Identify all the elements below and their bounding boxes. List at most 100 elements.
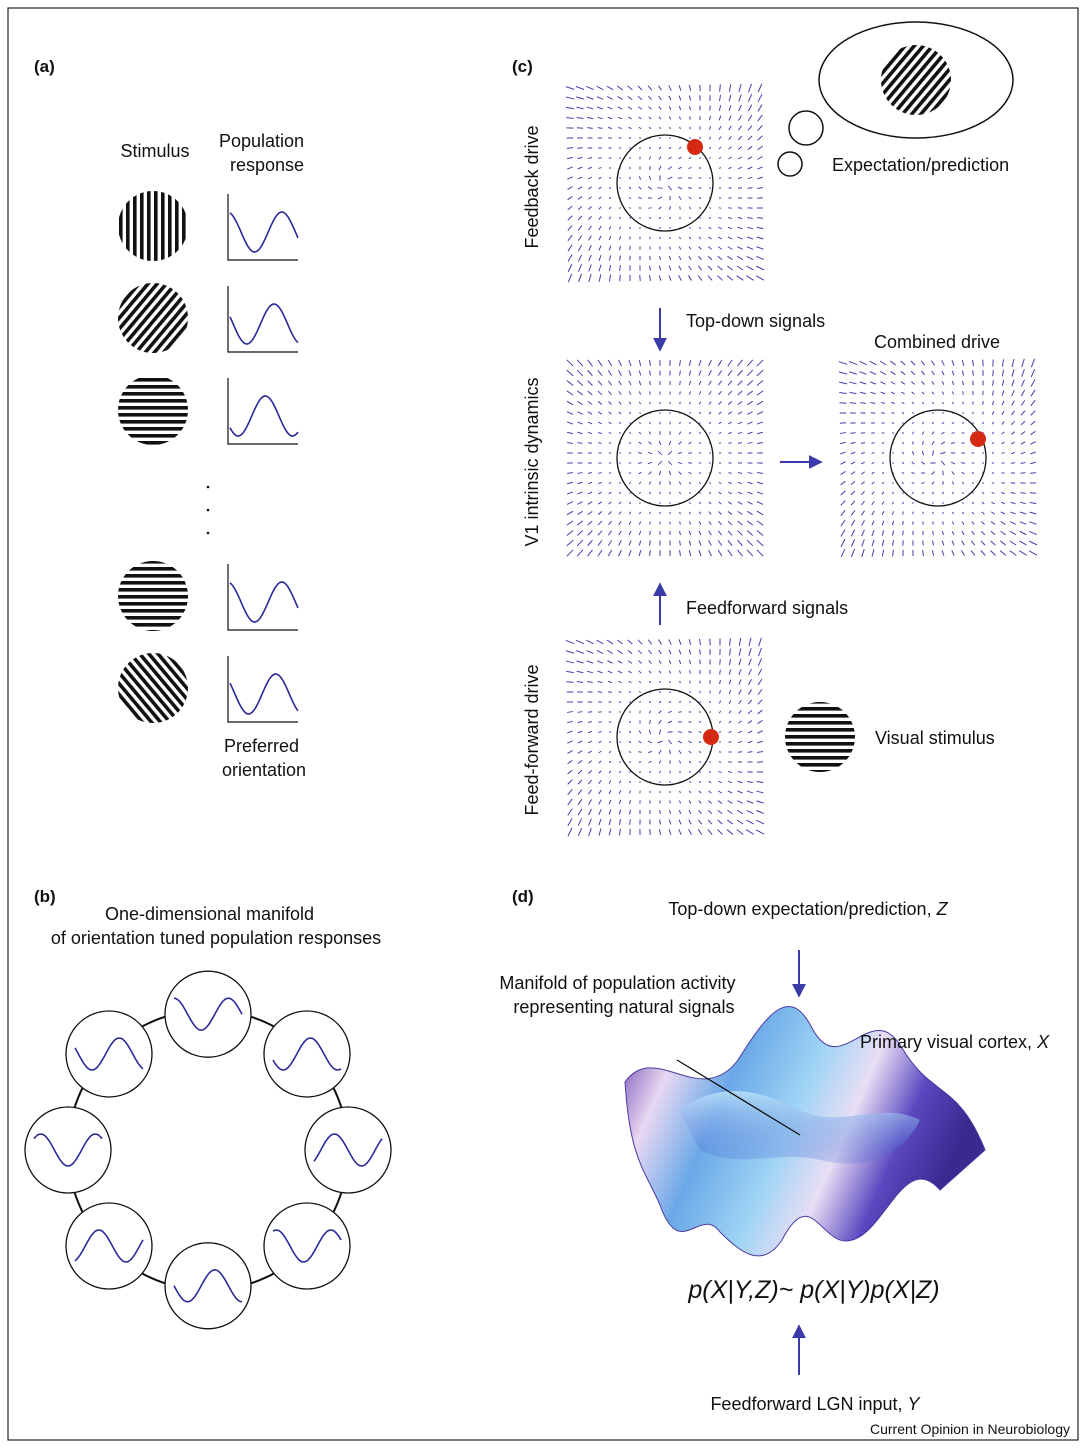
vector [628,640,633,644]
vector [870,382,876,384]
vector [718,791,722,793]
vector [851,549,854,557]
vector [607,650,612,653]
vector [749,669,752,675]
vector [658,461,662,465]
vector [756,256,763,259]
vector [617,86,622,90]
vector [568,809,572,816]
vector [841,539,845,547]
vector [649,730,650,734]
vector [891,382,895,385]
vector [669,639,672,644]
vector [618,671,622,673]
vector [609,187,611,188]
response-node [165,1243,251,1329]
vector [669,829,671,834]
vector [839,362,848,365]
vector [923,541,924,546]
vector [577,370,583,376]
vector [659,471,660,475]
vector [699,742,701,743]
vector [738,432,742,433]
vector [737,830,744,835]
vector [598,531,602,536]
vector [737,791,742,793]
vector [921,462,925,464]
vector [629,391,631,394]
vector [679,750,681,753]
vector [757,443,763,444]
vector [669,106,671,109]
vector [639,730,641,733]
vector [727,810,732,813]
vector [608,117,613,119]
vector [758,115,763,121]
vector [1000,551,1006,556]
vector [962,472,965,474]
vector [757,540,763,546]
vector [598,511,602,514]
vector [680,541,681,546]
vector [689,531,690,535]
variable: Y [908,1394,922,1414]
vector [629,482,631,483]
vector [568,828,572,836]
vector [609,512,612,515]
annotation: Primary visual cortex, X [860,1032,1050,1052]
vector [629,502,630,504]
vector [708,820,712,824]
vector [609,217,611,220]
vector [669,266,671,271]
vector [649,771,651,773]
vector [586,640,593,644]
vector [629,402,631,405]
vector [882,472,884,473]
vector [710,105,711,110]
vector [902,472,904,473]
vector [728,492,731,494]
vector [650,720,651,724]
vector [679,266,681,270]
vector [679,117,680,120]
vector [609,178,611,179]
vector [589,245,592,250]
vector [689,492,690,494]
vector [933,450,934,455]
vector [679,671,680,674]
vector [680,492,681,494]
vector [629,550,631,556]
vector [659,137,660,138]
vector [748,177,753,178]
vector [1010,531,1016,534]
vector [737,247,742,250]
ellipsis-dot [207,509,210,512]
vector [669,256,670,260]
vector [588,482,592,483]
vector [578,432,583,433]
vector [566,682,573,683]
vector [629,521,631,524]
vector [1029,531,1036,534]
vector [639,521,640,524]
vector [757,731,762,733]
vector [630,819,631,824]
vector [739,95,742,102]
vector [619,433,621,434]
vector [1010,541,1016,545]
vector [597,650,603,653]
vector [566,107,574,108]
vector [870,361,877,365]
vector [679,650,681,655]
stimulus-label: Visual stimulus [875,728,995,748]
vector [598,370,602,375]
vector [952,381,953,385]
vector [669,660,671,663]
vector [619,502,621,504]
vector [578,245,581,251]
vector [699,360,701,366]
vector [748,710,752,714]
vector [720,680,721,684]
vector [567,401,573,405]
vector [1002,359,1003,366]
